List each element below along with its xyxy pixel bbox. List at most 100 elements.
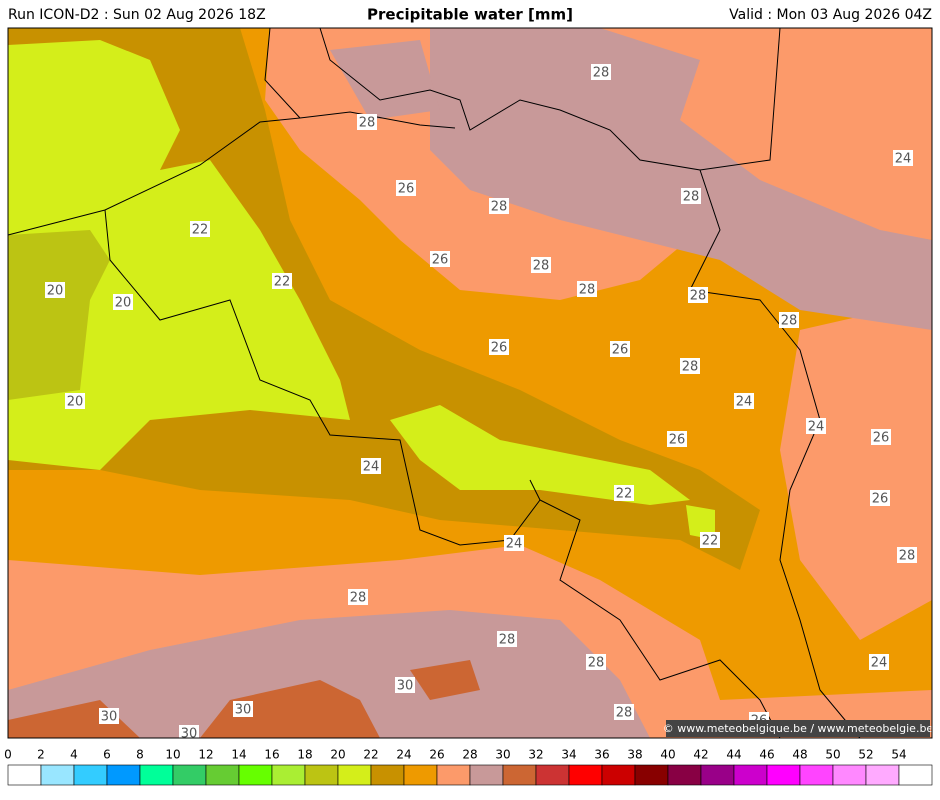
contour-label: 28 [533, 259, 550, 274]
colorbar-tick: 26 [429, 748, 444, 762]
color-box [898, 764, 933, 786]
zone-32 [410, 660, 480, 700]
contour-label: 20 [67, 395, 84, 410]
colorbar-tick: 14 [231, 748, 246, 762]
contour-label-bg [430, 251, 450, 267]
contour-label: 28 [588, 656, 605, 671]
contour-label: 22 [192, 223, 209, 238]
colorbar-tick: 16 [264, 748, 279, 762]
contour-label-bg [700, 532, 720, 548]
contour-label: 30 [235, 703, 252, 718]
zone-22 [8, 40, 350, 470]
border [539, 27, 781, 739]
title: Precipitable water [mm] [367, 6, 573, 24]
contour-label: 28 [491, 200, 508, 215]
contour-label: 22 [702, 534, 719, 549]
contour-label: 26 [669, 433, 686, 448]
zone-20 [8, 230, 110, 400]
contour-label-bg [614, 485, 634, 501]
colorbar-tick: 0 [4, 748, 12, 762]
color-box [601, 764, 636, 786]
contour-label: 28 [683, 190, 700, 205]
contour-label-bg [65, 393, 85, 409]
contour-label-bg [893, 150, 913, 166]
contour-label-bg [348, 589, 368, 605]
contour-label: 26 [491, 341, 508, 356]
contour-label-bg [272, 273, 292, 289]
contour-label: 20 [47, 284, 64, 299]
contour-label: 20 [115, 296, 132, 311]
contour-label: 26 [432, 253, 449, 268]
contour-label: 28 [899, 549, 916, 564]
colorbar-tick: 50 [825, 748, 840, 762]
color-box [733, 764, 768, 786]
contour-label-bg [779, 312, 799, 328]
contour-label-bg [586, 654, 606, 670]
contour-label: 28 [781, 314, 798, 329]
contour-label-bg [869, 654, 889, 670]
colorbar-tick: 42 [693, 748, 708, 762]
color-box [469, 764, 504, 786]
contour-label-bg [806, 418, 826, 434]
color-box [832, 764, 867, 786]
contour-label-bg [179, 725, 199, 741]
color-box [40, 764, 75, 786]
zone-28 [780, 300, 932, 640]
color-box [73, 764, 108, 786]
contour-label-bg [113, 294, 133, 310]
contour-label-bg [688, 287, 708, 303]
colorbar-tick: 6 [103, 748, 111, 762]
contour-label: 28 [499, 633, 516, 648]
colorbar-tick: 48 [792, 748, 807, 762]
zone-30 [8, 610, 650, 738]
contour-label: 24 [506, 537, 523, 552]
contour-label-bg [504, 535, 524, 551]
zone-30 [430, 28, 932, 330]
coastline [7, 111, 456, 236]
color-box [634, 764, 669, 786]
colorbar-tick: 40 [660, 748, 675, 762]
contour-label-bg [591, 64, 611, 80]
color-box [436, 764, 471, 786]
color-box [568, 764, 603, 786]
color-box [799, 764, 834, 786]
contour-label: 26 [398, 182, 415, 197]
color-box [304, 764, 339, 786]
contour-label: 30 [181, 727, 198, 742]
contour-label-bg [357, 114, 377, 130]
colorbar-tick: 52 [858, 748, 873, 762]
credit: © www.meteobelgique.be / www.meteobelgie… [663, 722, 934, 735]
colorbar-tick: 24 [396, 748, 411, 762]
contour-label-bg [614, 704, 634, 720]
colorbar-tick: 36 [594, 748, 609, 762]
contour-label: 26 [612, 343, 629, 358]
contour-label: 24 [363, 460, 380, 475]
credit-box [666, 720, 930, 737]
colorbar-tick: 46 [759, 748, 774, 762]
contour-label-bg [667, 431, 687, 447]
contour-label: 24 [895, 152, 912, 167]
colorbar-tick: 28 [462, 748, 477, 762]
contour-label: 28 [690, 289, 707, 304]
color-box [139, 764, 174, 786]
contour-label: 26 [873, 431, 890, 446]
contour-label-bg [531, 257, 551, 273]
colorbar-tick: 20 [330, 748, 345, 762]
contour-label-bg [681, 188, 701, 204]
color-box [172, 764, 207, 786]
contour-label: 30 [397, 679, 414, 694]
color-box [238, 764, 273, 786]
color-box [205, 764, 240, 786]
colorbar-tick: 18 [297, 748, 312, 762]
contour-label-bg [45, 282, 65, 298]
color-box [700, 764, 735, 786]
contour-label: 22 [274, 275, 291, 290]
contour-label: 28 [593, 66, 610, 81]
contour-label-bg [871, 429, 891, 445]
colorbar-tick: 8 [136, 748, 144, 762]
contour-label: 24 [736, 395, 753, 410]
colorbar-tick: 32 [528, 748, 543, 762]
color-box [535, 764, 570, 786]
contour-label-bg [99, 708, 119, 724]
